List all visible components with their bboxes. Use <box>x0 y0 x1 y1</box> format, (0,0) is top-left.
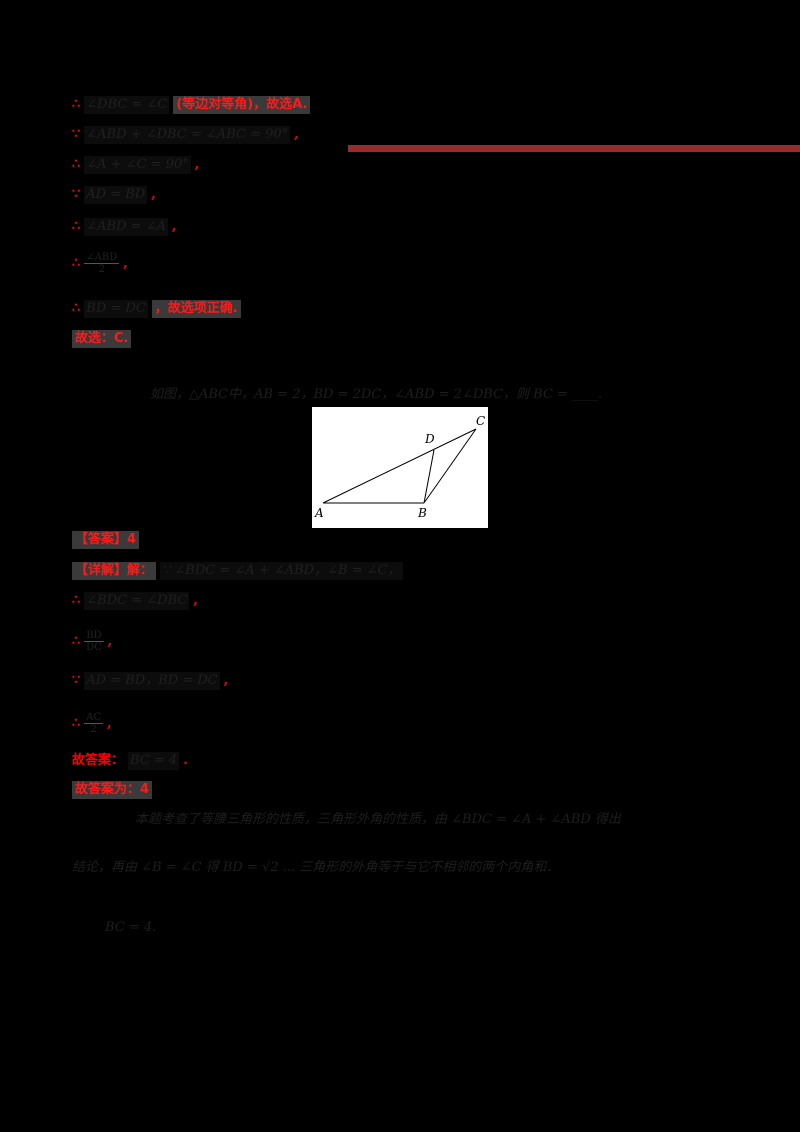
solution-line-4: ∵ AD = BD , <box>72 186 156 204</box>
choice-line: 故选：C. <box>72 330 132 348</box>
solution-line-7: ∴ BD = DC ，故选项正确. <box>72 300 241 318</box>
header-rule <box>348 145 800 152</box>
choice-label: 故选：C. <box>72 330 132 348</box>
comma: , <box>151 187 156 202</box>
line-math: ∠ABD + ∠DBC = ∠ABC = 90° <box>84 126 291 144</box>
fraction-denominator: 2 <box>98 264 105 275</box>
summary-label: 故答案为：4 <box>72 781 153 799</box>
detail-step-1: ∴ ∠BDC = ∠DBC , <box>72 592 198 610</box>
result-line: 故答案： BC = 4 . <box>72 752 188 770</box>
explanation-line-1: 本题考查了等腰三角形的性质，三角形外角的性质，由 ∠BDC = ∠A + ∠AB… <box>135 812 621 827</box>
line-marker: ∴ <box>72 633 81 649</box>
line-marker: ∵ <box>72 673 81 688</box>
line-marker: ∴ <box>72 715 81 731</box>
fraction-denominator: DC <box>86 642 102 653</box>
result-math: BC = 4 <box>128 752 180 770</box>
detail-step-2: ∴ BD DC , <box>72 630 112 653</box>
line-tail: (等边对等角)，故选A. <box>173 96 311 114</box>
comma: , <box>223 673 229 688</box>
comma: , <box>294 127 299 142</box>
fraction-numerator: ∠ABD <box>84 252 120 264</box>
solution-line-3: ∴ ∠A + ∠C = 90° , <box>72 156 199 174</box>
period: . <box>183 753 188 768</box>
problem-statement: 如图，△ABC中，AB = 2，BD = 2DC，∠ABD = 2∠DBC，则 … <box>150 387 603 402</box>
line-math: BD = DC <box>84 300 148 318</box>
line-marker: ∴ <box>72 255 81 271</box>
summary-line: 故答案为：4 <box>72 781 153 799</box>
result-label: 故答案： <box>72 753 125 768</box>
answer-line: 【答案】4 <box>72 531 140 549</box>
comma: , <box>107 633 113 649</box>
triangle-figure: A B C D <box>312 407 488 528</box>
line-marker: ∴ <box>72 593 81 608</box>
line-math: ∠BDC = ∠DBC <box>84 592 190 610</box>
fraction: AC 2 <box>84 712 104 735</box>
line-marker: ∴ <box>72 97 81 112</box>
line-marker: ∴ <box>72 301 81 316</box>
solution-line-1: ∴ ∠DBC = ∠C (等边对等角)，故选A. <box>72 96 311 114</box>
vertex-label-c: C <box>476 414 485 428</box>
fraction: BD DC <box>84 630 104 653</box>
fraction: ∠ABD 2 <box>84 252 120 275</box>
fraction-denominator: 2 <box>90 724 97 735</box>
line-marker: ∴ <box>72 157 81 172</box>
line-tail: ，故选项正确. <box>151 300 241 318</box>
fraction-numerator: BD <box>84 630 104 642</box>
solution-line-6: ∴ ∠ABD 2 , <box>72 252 128 275</box>
detail-line: 【详解】解： ∵ ∠BDC = ∠A + ∠ABD，∠B = ∠C， <box>72 562 403 580</box>
fraction-numerator: AC <box>84 712 104 724</box>
detail-step-3: ∵ AD = BD，BD = DC , <box>72 672 228 690</box>
comma: , <box>123 255 128 271</box>
solution-line-5: ∴ ∠ABD = ∠A , <box>72 218 177 236</box>
comma: , <box>194 157 200 172</box>
line-marker: ∵ <box>72 187 81 202</box>
explanation-line-2: 结论，再由 ∠B = ∠C 得 BD = √2 ... 三角形的外角等于与它不相… <box>72 860 560 875</box>
line-math: ∠ABD = ∠A <box>84 218 168 236</box>
detail-math: ∵ ∠BDC = ∠A + ∠ABD，∠B = ∠C， <box>160 562 403 580</box>
comma: , <box>193 593 198 608</box>
detail-label: 【详解】解： <box>72 562 157 580</box>
line-math: AD = BD <box>84 186 148 204</box>
line-math: AD = BD，BD = DC <box>84 672 220 690</box>
comma: , <box>107 715 112 731</box>
line-math: ∠DBC = ∠C <box>84 96 170 114</box>
answer-label: 【答案】4 <box>72 531 140 549</box>
vertex-label-b: B <box>417 506 427 520</box>
comma: , <box>171 219 177 234</box>
line-marker: ∴ <box>72 219 81 234</box>
explanation-line-3: BC = 4. <box>105 920 157 935</box>
detail-step-4: ∴ AC 2 , <box>72 712 112 735</box>
vertex-label-d: D <box>424 432 435 446</box>
solution-line-2: ∵ ∠ABD + ∠DBC = ∠ABC = 90° , <box>72 126 299 144</box>
line-math: ∠A + ∠C = 90° <box>84 156 191 174</box>
vertex-label-a: A <box>314 506 324 520</box>
line-marker: ∵ <box>72 127 81 142</box>
